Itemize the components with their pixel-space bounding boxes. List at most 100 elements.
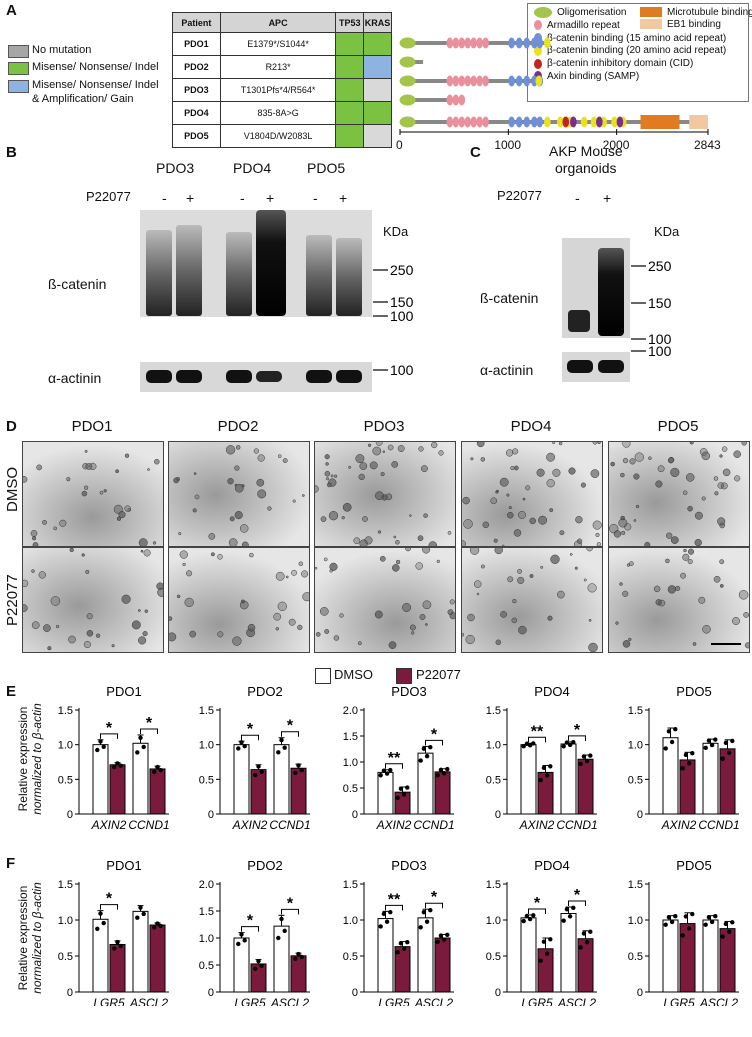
armadillo-repeat [446,75,454,87]
y-tick-label: 2.0 [199,879,214,891]
armadillo-repeat [446,94,454,106]
blot-b-sign: + [339,190,348,206]
significance-bracket [241,926,259,932]
bar-chart-f-pdo2: PDO2 0 0.5 1.0 1.5 2.0 LGR5 * ASCL2 * [199,858,310,1006]
data-point [709,742,715,748]
data-point [378,924,383,929]
legend-swatch-no-mutation [8,45,29,58]
significance-bracket [425,902,443,909]
data-point [395,949,400,955]
bar-chart-e-pdo3: PDO3 0 0.5 1.0 1.5 2.0 AXIN2 ** CCND1 * [343,684,455,832]
data-point [299,767,304,773]
data-point [299,954,304,960]
data-point [98,739,103,744]
data-point [141,911,146,917]
data-point [418,758,423,763]
x-tick-label: CCND1 [128,818,169,832]
panel-letter-a: A [6,2,17,19]
blot-b-sample-1: PDO3 [156,160,195,176]
y-tick-label: 0 [352,987,358,999]
y-tick-label: 0 [637,987,643,999]
beta-catenin-20aa-repeat [544,116,551,128]
domain-legend-label: β-catenin binding (20 amino acid repeat) [547,45,727,57]
table-row: PDO2 R213* [172,55,392,79]
beta-catenin-15aa-repeat [523,116,531,128]
data-point [584,758,590,764]
data-point [276,750,281,755]
data-point [680,766,685,771]
bar-chart-e-pdo4: PDO4 0 0.5 1.0 1.5 AXIN2 ** CCND1 * [486,684,598,832]
chart-legend-dmso-swatch [315,668,331,684]
domain-legend-label: Oligomerisation [557,7,627,19]
data-point [381,911,387,917]
data-point [398,786,404,791]
table-cell-tp53 [335,78,365,102]
y-tick-label: 1.0 [628,915,643,927]
x-tick-label: AXIN2 [519,818,555,832]
data-point [578,945,583,950]
chart-legend-treated-swatch [396,668,412,684]
significance-marker: * [287,895,294,912]
armadillo-repeat [458,75,466,87]
bar-dmso-ascl2 [560,913,577,993]
blot-c-row-catenin: ß-catenin [480,290,539,306]
data-point [98,911,103,916]
blot-c-sign-plus: + [603,190,612,206]
micrograph-column-title: PDO2 [217,418,259,435]
micrograph-tile [314,547,456,653]
y-tick-label: 1.5 [343,731,358,743]
row-e-ylabel-line1: Relative expression [16,706,30,812]
data-point [424,919,430,924]
blot-c-marker-150: 150 [648,295,672,311]
significance-bracket [528,736,546,743]
data-point [401,946,407,952]
panel-letter-d: D [6,418,17,435]
armadillo-repeat [464,37,472,49]
samp-domain [596,116,603,128]
table-cell-apc: V1804D/W2083L [219,124,337,148]
bar-p22077-lgr5 [394,946,411,993]
bar-p22077-lgr5 [109,943,126,993]
data-point [381,768,387,773]
domain-legend: Oligomerisation Armadillo repeat β-catenin… [527,3,752,102]
data-point [726,750,732,755]
domain-legend-item: Microtubule binding [640,7,752,18]
x-tick-label: ASCL2 [270,996,309,1006]
data-point [723,921,729,927]
bar-chart-f-pdo1: PDO1 0 0.5 1.0 1.5 LGR5 * ASCL2 [58,858,169,1006]
x-tick-label: ASCL2 [414,996,453,1006]
row-f-ylabel-line1: Relative expression [16,885,30,991]
y-tick-label: 0.5 [486,774,501,786]
data-point [441,771,447,776]
data-point [158,923,163,929]
panel-letter-c: C [470,144,481,161]
data-point [293,770,298,776]
armadillo-repeat [458,37,466,49]
data-point [548,937,553,942]
row-e-ylabel: Relative expression normalized to β-acti… [16,689,44,829]
significance-bracket [568,900,586,907]
significance-marker: ** [531,723,544,740]
y-tick-label: 1.0 [58,740,73,752]
y-tick-label: 1.5 [486,705,501,717]
armadillo-repeat [476,116,483,128]
significance-bracket [385,904,403,911]
bar-p22077-ccnd1 [434,771,451,815]
bar-dmso-ascl2 [702,919,719,993]
y-tick-label: 1.0 [486,915,501,927]
armadillo-repeat [464,75,472,87]
y-tick-label: 0.5 [58,951,73,963]
beta-catenin-15aa-repeat [531,116,538,128]
data-point [256,958,261,964]
data-point [531,913,536,918]
significance-marker: * [287,718,294,735]
data-point [138,735,143,740]
table-header-tp53: TP53 [335,12,365,33]
cid-domain [562,116,570,128]
data-point [435,773,440,778]
data-point [259,963,264,969]
bar-p22077-ascl2 [719,928,736,993]
significance-marker: * [106,720,113,737]
data-point [256,764,261,769]
armadillo-repeat [452,94,460,106]
